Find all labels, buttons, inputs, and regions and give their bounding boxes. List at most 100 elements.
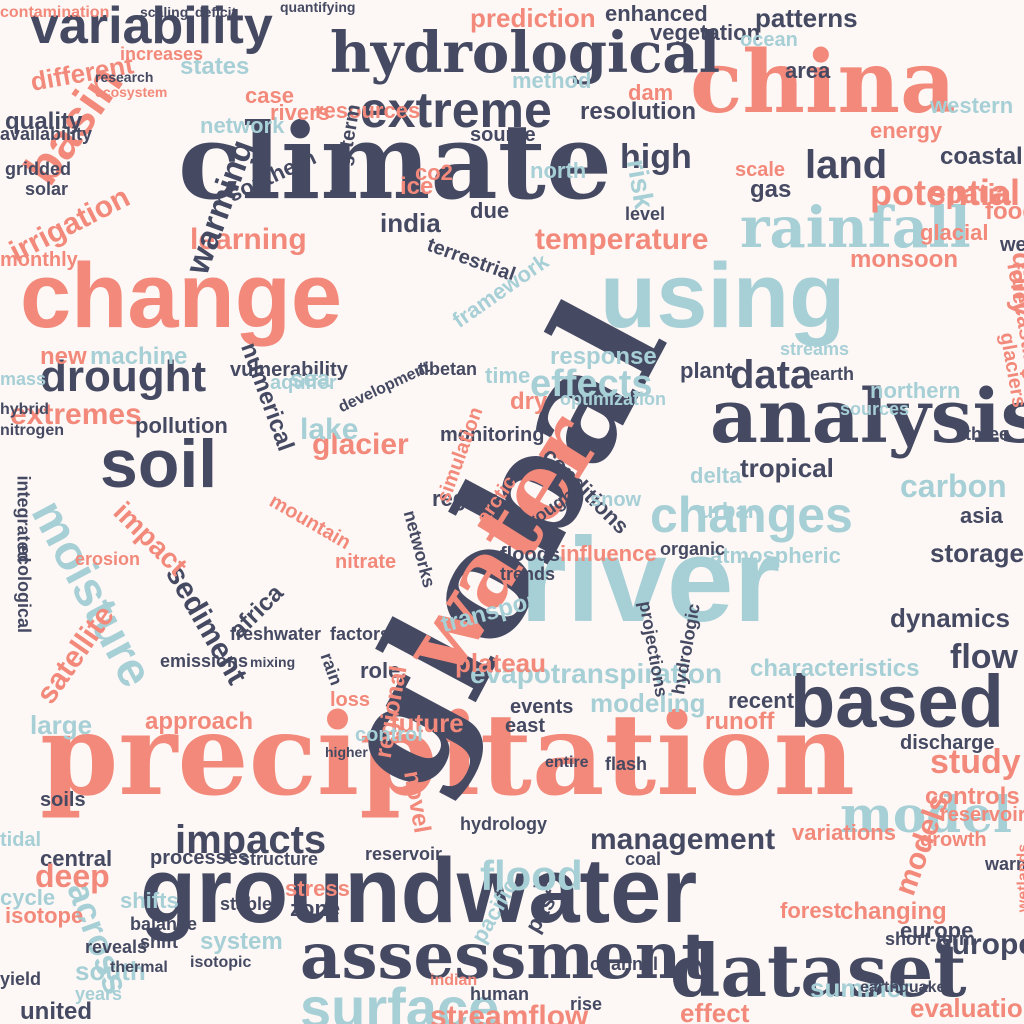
cloud-word: zone [290,896,341,921]
cloud-word: nitrogen [0,422,64,439]
cloud-word: potential [870,172,1020,213]
cloud-word: mass [0,369,47,389]
cloud-word: entire [545,754,589,771]
cloud-word: streams [780,339,850,359]
cloud-word: research [95,69,154,85]
cloud-word: sea [290,366,331,393]
cloud-word: isotopic [190,954,252,971]
cloud-word: dam [628,80,674,105]
cloud-word: variations [792,820,896,845]
cloud-word: urban [700,498,762,523]
cloud-word: prediction [470,3,596,33]
cloud-word: dataset [670,928,967,1013]
cloud-word: temperature [535,223,709,256]
cloud-word: system [200,928,283,955]
cloud-word: delta [690,463,742,488]
cloud-word: shifts [120,888,179,913]
cloud-word: nitrate [335,551,397,573]
cloud-word: channel [590,954,659,974]
cloud-word: time [485,363,531,388]
cloud-word: management [590,823,776,856]
cloud-word: spatial [930,178,1019,209]
cloud-word: dry [510,388,548,415]
cloud-word: flow [950,638,1018,676]
cloud-word: glacier [312,428,409,461]
cloud-word: solar [25,179,69,199]
cloud-word: quantifying [280,0,356,15]
cloud-word: pollution [135,413,228,438]
cloud-word: central [40,846,113,871]
cloud-word: characteristics [750,655,920,682]
cloud-word: coal [625,849,662,869]
cloud-word: reservoir [365,844,443,864]
cloud-word: india [380,208,441,238]
cloud-word: availability [0,124,93,144]
cloud-word: freshwater [230,624,322,644]
cloud-word: plateau [455,648,547,678]
cloud-word: aquifer [270,372,337,394]
cloud-word: coastal [940,143,1023,170]
cloud-word: case [245,83,294,108]
cloud-word: changing [840,898,947,925]
cloud-word: source [470,124,536,146]
cloud-word: change [20,245,343,347]
cloud-word: optimization [560,389,666,409]
cloud-word: numerical [235,338,300,455]
cloud-word: europe [900,918,974,943]
cloud-word: vegetation [650,20,761,45]
cloud-word: patterns [755,3,858,33]
cloud-word: forest [780,898,842,923]
cloud-word: ecosystem [95,84,168,100]
cloud-word: wet [1000,234,1024,256]
cloud-word: north [530,158,587,183]
cloud-word: growth [920,829,987,851]
cloud-word: flash [605,754,648,774]
cloud-word: assessment [300,919,711,994]
cloud-word: extremes [10,398,142,431]
cloud-word: flood [480,852,583,899]
cloud-word: atmospheric [710,543,841,568]
cloud-word: east [505,715,546,737]
cloud-word: south [75,956,146,986]
cloud-word: warm [985,854,1024,874]
cloud-word: wetlands [1015,843,1024,913]
cloud-word: states [180,53,250,80]
cloud-word: new [40,343,87,370]
cloud-word: carbon [900,468,1007,504]
cloud-word: runoff [705,708,775,735]
cloud-word: floods [500,544,560,566]
cloud-word: ocean [740,29,798,51]
cloud-word: groundwater [140,840,698,942]
cloud-word: streamflow [430,1000,589,1024]
cloud-word: model [840,785,1013,844]
cloud-word: level [625,204,666,224]
cloud-word: shift [140,932,178,952]
cloud-word: balance [130,914,198,934]
cloud-word: based [790,660,1004,743]
cloud-word: hydrology [460,814,548,834]
cloud-word: glacial [920,220,989,245]
cloud-word: co2 [415,160,453,185]
cloud-word: machine [90,343,188,370]
cloud-word: cycle [0,885,56,910]
cloud-word: gridded [5,159,71,179]
cloud-word: dynamics [890,603,1010,633]
cloud-word: study [930,743,1021,781]
cloud-word: land [805,143,888,187]
cloud-word: integrated [13,475,34,563]
cloud-word: discharge [900,732,995,754]
cloud-word: large [30,710,93,740]
cloud-word: variability [30,0,273,55]
cloud-word: monitoring [440,424,545,446]
cloud-word: soils [40,789,86,811]
cloud-word: analysis [710,374,1024,460]
cloud-word: short-term [885,929,976,949]
cloud-word: energy [870,118,943,143]
cloud-word: hydrological [330,20,720,86]
cloud-word: indian [430,972,478,989]
cloud-word: organic [660,539,726,559]
cloud-word: control [355,724,423,746]
cloud-word: scaling [140,4,189,20]
cloud-word: human [470,984,530,1004]
cloud-word: plant [680,358,733,383]
